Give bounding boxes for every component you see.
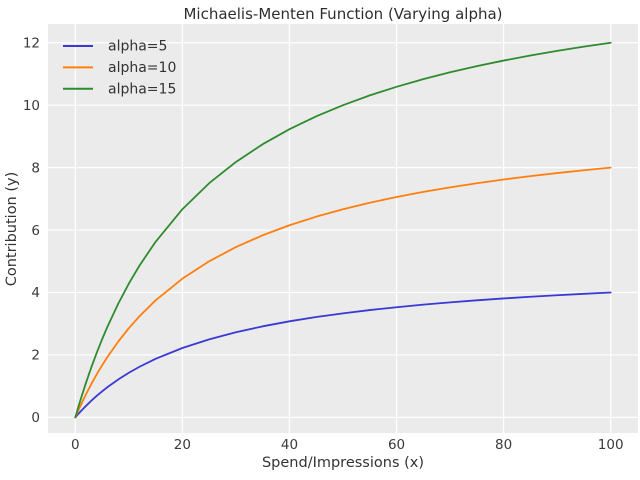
y-tick-label: 0 bbox=[31, 410, 40, 426]
y-tick-label: 6 bbox=[31, 223, 40, 239]
x-tick-label: 80 bbox=[495, 437, 512, 453]
y-tick-label: 12 bbox=[23, 35, 40, 51]
y-tick-label: 4 bbox=[31, 285, 40, 301]
y-tick-label: 2 bbox=[31, 348, 40, 364]
legend-label-alpha=15: alpha=15 bbox=[108, 82, 176, 98]
plot-background bbox=[48, 24, 638, 433]
chart-title: Michaelis-Menten Function (Varying alpha… bbox=[183, 5, 503, 23]
x-tick-label: 0 bbox=[71, 437, 80, 453]
series-line-alpha=10 bbox=[74, 166, 612, 419]
x-tick-label: 40 bbox=[281, 437, 298, 453]
y-tick-label: 8 bbox=[31, 160, 40, 176]
series-line-alpha=5 bbox=[74, 291, 612, 419]
x-tick-label: 100 bbox=[598, 437, 624, 453]
x-axis-label: Spend/Impressions (x) bbox=[261, 455, 425, 471]
x-tick-label: 60 bbox=[388, 437, 405, 453]
y-tick-label: 10 bbox=[23, 98, 40, 114]
y-axis-label: Contribution (y) bbox=[4, 171, 20, 287]
series-line-alpha=15 bbox=[74, 41, 612, 419]
x-tick-label: 20 bbox=[174, 437, 191, 453]
legend-label-alpha=5: alpha=5 bbox=[108, 39, 167, 55]
legend-label-alpha=10: alpha=10 bbox=[108, 60, 176, 76]
